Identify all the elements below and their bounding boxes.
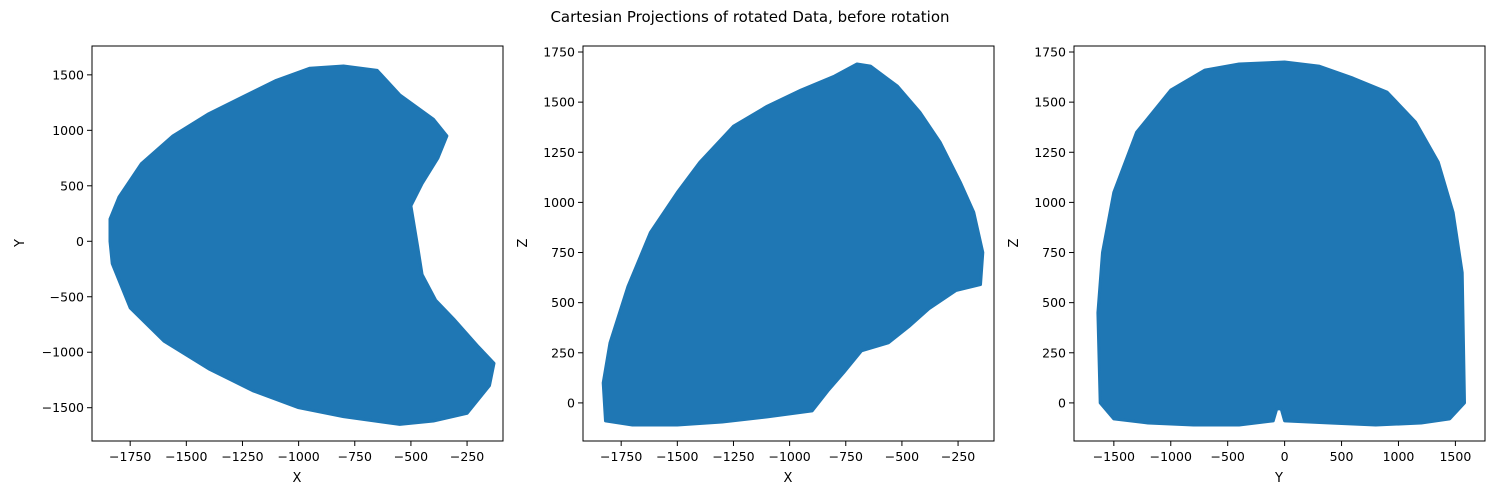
y-tick-label-1-4: 1000 xyxy=(543,195,575,210)
plot-area-2 xyxy=(1096,60,1466,427)
y-tick-label-0-5: 1000 xyxy=(52,123,84,138)
x-tick-label-2-4: 500 xyxy=(1330,449,1354,464)
y-tick-label-1-6: 1500 xyxy=(543,95,575,110)
y-ticks-0: −1500 −1000 −500 0 500 1000 1500 xyxy=(42,67,92,415)
y-tick-label-2-0: 0 xyxy=(1058,395,1066,410)
y-tick-label-0-4: 500 xyxy=(60,178,84,193)
x-tick-label-0-3: −1000 xyxy=(277,449,319,464)
x-tick-label-2-6: 1500 xyxy=(1439,449,1471,464)
x-ticks-1: −1750 −1500 −1250 −1000 −750 −500 −250 xyxy=(600,441,975,464)
axes-frame-1 xyxy=(582,45,995,442)
y-axis-label-1: Z xyxy=(516,238,531,247)
y-tick-label-2-5: 1250 xyxy=(1034,145,1066,160)
y-tick-label-2-2: 500 xyxy=(1042,295,1066,310)
y-tick-label-2-7: 1750 xyxy=(1034,45,1066,60)
y-ticks-1: 0 250 500 750 1000 1250 1500 1750 xyxy=(543,45,583,410)
x-ticks-0: −1750 −1500 −1250 −1000 −750 −500 −250 xyxy=(109,441,484,464)
x-tick-label-0-4: −750 xyxy=(338,449,372,464)
scatter-points-1 xyxy=(601,62,985,427)
y-tick-label-1-5: 1250 xyxy=(543,145,575,160)
x-tick-label-1-3: −1000 xyxy=(768,449,810,464)
x-tick-label-0-0: −1750 xyxy=(109,449,151,464)
x-tick-label-0-2: −1250 xyxy=(221,449,263,464)
x-axis-label-2: Y xyxy=(1274,471,1283,486)
x-tick-label-0-6: −250 xyxy=(450,449,484,464)
x-tick-label-2-5: 1000 xyxy=(1383,449,1415,464)
y-tick-label-2-1: 250 xyxy=(1042,345,1066,360)
x-tick-label-1-6: −250 xyxy=(941,449,975,464)
y-tick-label-0-0: −1500 xyxy=(42,400,84,415)
scatter-points-0 xyxy=(108,64,496,426)
x-tick-label-2-0: −1500 xyxy=(1093,449,1135,464)
y-tick-label-2-4: 1000 xyxy=(1034,195,1066,210)
y-tick-label-0-3: 0 xyxy=(76,234,84,249)
y-tick-label-1-0: 0 xyxy=(567,395,575,410)
plot-area-1 xyxy=(601,62,985,427)
x-tick-label-1-5: −500 xyxy=(885,449,919,464)
x-axis-label-0: X xyxy=(293,471,302,486)
figure-title: Cartesian Projections of rotated Data, b… xyxy=(550,8,949,26)
subplot-y-z: −1500 −1000 −500 0 500 1000 1500 0 250 500 750 100… xyxy=(1007,45,1486,486)
axes-frame-0 xyxy=(91,45,504,442)
y-tick-label-1-7: 1750 xyxy=(543,45,575,60)
x-tick-label-1-1: −1500 xyxy=(656,449,698,464)
subplot-x-y: −1750 −1500 −1250 −1000 −750 −500 −250 −1500−1… xyxy=(13,45,504,486)
y-ticks-2: 0 250 500 750 1000 1250 1500 1750 xyxy=(1034,45,1074,410)
y-axis-label-0: Y xyxy=(13,239,28,248)
scatter-points-2 xyxy=(1096,60,1466,427)
y-tick-label-1-2: 500 xyxy=(551,295,575,310)
subplot-x-z: −1750 −1500 −1250 −1000 −750 −500 −250 0 250 500… xyxy=(516,45,995,486)
y-tick-label-0-1: −1000 xyxy=(42,345,84,360)
y-tick-label-1-3: 750 xyxy=(551,245,575,260)
x-tick-label-1-4: −750 xyxy=(829,449,863,464)
axes-frame-2 xyxy=(1073,45,1486,442)
x-tick-label-1-0: −1750 xyxy=(600,449,642,464)
x-tick-label-2-1: −1000 xyxy=(1150,449,1192,464)
x-tick-label-2-3: 0 xyxy=(1281,449,1289,464)
x-ticks-2: −1500 −1000 −500 0 500 1000 1500 xyxy=(1093,441,1471,464)
y-tick-label-1-1: 250 xyxy=(551,345,575,360)
y-axis-label-2: Z xyxy=(1007,238,1022,247)
y-tick-label-2-3: 750 xyxy=(1042,245,1066,260)
y-tick-label-2-6: 1500 xyxy=(1034,95,1066,110)
y-tick-label-0-2: −500 xyxy=(50,289,84,304)
x-tick-label-1-2: −1250 xyxy=(712,449,754,464)
x-tick-label-0-5: −500 xyxy=(394,449,428,464)
x-axis-label-1: X xyxy=(784,471,793,486)
x-tick-label-2-2: −500 xyxy=(1211,449,1245,464)
y-tick-label-0-6: 1500 xyxy=(52,67,84,82)
plot-area-0 xyxy=(108,64,496,426)
x-tick-label-0-1: −1500 xyxy=(165,449,207,464)
